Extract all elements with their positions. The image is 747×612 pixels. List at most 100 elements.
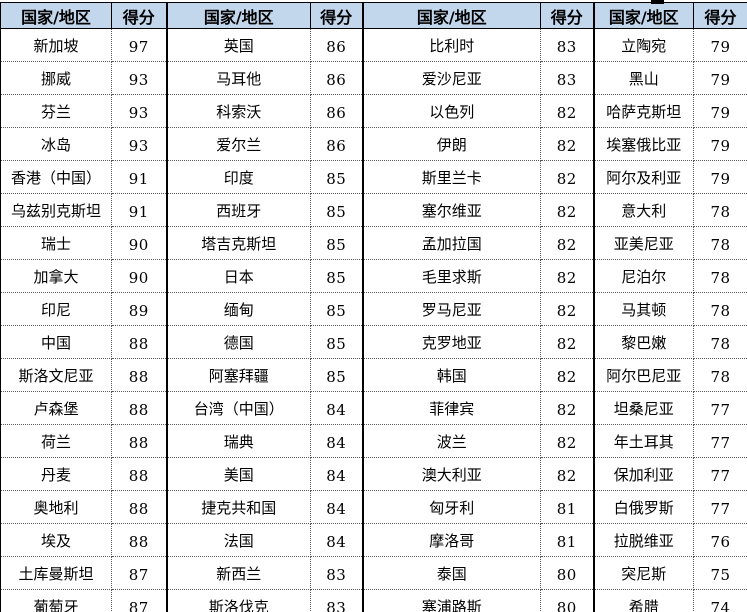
score-cell: 76 bbox=[693, 523, 747, 557]
header-score-label-3: 得分 bbox=[540, 2, 595, 29]
score-cell: 97 bbox=[111, 28, 168, 62]
score-cell: 79 bbox=[693, 28, 747, 62]
header-row: 国家/地区 得分 国家/地区 得分 国家/地区 得分 国家/地区 得分 bbox=[0, 2, 747, 29]
score-cell: 83 bbox=[540, 28, 595, 62]
table-row: 瑞士 90 塔吉克斯坦 85 孟加拉国 82 亚美尼亚 78 bbox=[0, 226, 747, 260]
country-cell: 斯里兰卡 bbox=[362, 160, 541, 194]
country-cell: 科索沃 bbox=[166, 94, 311, 128]
country-cell: 台湾（中国） bbox=[166, 391, 311, 425]
country-cell: 塔吉克斯坦 bbox=[166, 226, 311, 260]
score-cell: 78 bbox=[693, 292, 747, 326]
score-cell: 82 bbox=[540, 325, 595, 359]
country-cell: 西班牙 bbox=[166, 193, 311, 227]
score-cell: 90 bbox=[111, 226, 168, 260]
country-cell: 黑山 bbox=[593, 61, 694, 95]
score-cell: 93 bbox=[111, 127, 168, 161]
country-cell: 新加坡 bbox=[0, 28, 112, 62]
score-cell: 78 bbox=[693, 259, 747, 293]
score-cell: 88 bbox=[111, 358, 168, 392]
country-cell: 埃塞俄比亚 bbox=[593, 127, 694, 161]
table-row: 印尼 89 缅甸 85 罗马尼亚 82 马其顿 78 bbox=[0, 292, 747, 326]
country-cell: 中国 bbox=[0, 325, 112, 359]
table-row: 奥地利 88 捷克共和国 84 匈牙利 81 白俄罗斯 77 bbox=[0, 490, 747, 524]
country-cell: 香港（中国） bbox=[0, 160, 112, 194]
score-cell: 82 bbox=[540, 160, 595, 194]
country-cell: 捷克共和国 bbox=[166, 490, 311, 524]
table-row: 土库曼斯坦 87 新西兰 83 泰国 80 突尼斯 75 bbox=[0, 556, 747, 590]
country-cell: 法国 bbox=[166, 523, 311, 557]
country-cell: 坦桑尼亚 bbox=[593, 391, 694, 425]
header-score-label-4: 得分 bbox=[693, 2, 747, 29]
country-cell: 阿尔巴尼亚 bbox=[593, 358, 694, 392]
table-row: 丹麦 88 美国 84 澳大利亚 82 保加利亚 77 bbox=[0, 457, 747, 491]
score-cell: 91 bbox=[111, 193, 168, 227]
table-header: 国家/地区 得分 国家/地区 得分 国家/地区 得分 国家/地区 得分 bbox=[0, 2, 747, 29]
country-cell: 克罗地亚 bbox=[362, 325, 541, 359]
country-cell: 伊朗 bbox=[362, 127, 541, 161]
country-cell: 爱尔兰 bbox=[166, 127, 311, 161]
header-country-label-3: 国家/地区 bbox=[362, 2, 541, 29]
score-cell: 77 bbox=[693, 490, 747, 524]
country-cell: 泰国 bbox=[362, 556, 541, 590]
country-cell: 马其顿 bbox=[593, 292, 694, 326]
header-country-label-2: 国家/地区 bbox=[166, 2, 311, 29]
score-cell: 75 bbox=[693, 556, 747, 590]
country-cell: 保加利亚 bbox=[593, 457, 694, 491]
country-cell: 阿尔及利亚 bbox=[593, 160, 694, 194]
score-cell: 79 bbox=[693, 61, 747, 95]
score-cell: 82 bbox=[540, 226, 595, 260]
country-cell: 摩洛哥 bbox=[362, 523, 541, 557]
score-cell: 83 bbox=[540, 61, 595, 95]
country-cell: 爱沙尼亚 bbox=[362, 61, 541, 95]
cropped-artifact-mark bbox=[651, 0, 664, 4]
table-row: 冰岛 93 爱尔兰 86 伊朗 82 埃塞俄比亚 79 bbox=[0, 127, 747, 161]
table-row: 斯洛文尼亚 88 阿塞拜疆 85 韩国 82 阿尔巴尼亚 78 bbox=[0, 358, 747, 392]
country-cell: 斯洛伐克 bbox=[166, 589, 311, 612]
country-cell: 芬兰 bbox=[0, 94, 112, 128]
country-cell: 新西兰 bbox=[166, 556, 311, 590]
score-cell: 84 bbox=[310, 457, 364, 491]
score-cell: 91 bbox=[111, 160, 168, 194]
score-cell: 82 bbox=[540, 292, 595, 326]
table-row: 新加坡 97 英国 86 比利时 83 立陶宛 79 bbox=[0, 28, 747, 62]
country-cell: 印尼 bbox=[0, 292, 112, 326]
score-cell: 82 bbox=[540, 193, 595, 227]
score-cell: 79 bbox=[693, 94, 747, 128]
country-cell: 黎巴嫩 bbox=[593, 325, 694, 359]
country-cell: 丹麦 bbox=[0, 457, 112, 491]
country-cell: 塞浦路斯 bbox=[362, 589, 541, 612]
country-cell: 拉脱维亚 bbox=[593, 523, 694, 557]
score-cell: 85 bbox=[310, 193, 364, 227]
score-cell: 90 bbox=[111, 259, 168, 293]
score-cell: 78 bbox=[693, 325, 747, 359]
country-cell: 立陶宛 bbox=[593, 28, 694, 62]
country-cell: 匈牙利 bbox=[362, 490, 541, 524]
table-row: 中国 88 德国 85 克罗地亚 82 黎巴嫩 78 bbox=[0, 325, 747, 359]
header-country-label-1: 国家/地区 bbox=[0, 2, 112, 29]
country-cell: 澳大利亚 bbox=[362, 457, 541, 491]
table-row: 葡萄牙 87 斯洛伐克 83 塞浦路斯 80 希腊 74 bbox=[0, 589, 747, 612]
country-cell: 菲律宾 bbox=[362, 391, 541, 425]
country-cell: 瑞典 bbox=[166, 424, 311, 458]
country-cell: 马耳他 bbox=[166, 61, 311, 95]
score-cell: 88 bbox=[111, 391, 168, 425]
score-cell: 78 bbox=[693, 193, 747, 227]
header-score-label-2: 得分 bbox=[310, 2, 364, 29]
score-cell: 74 bbox=[693, 589, 747, 612]
country-cell: 突尼斯 bbox=[593, 556, 694, 590]
score-cell: 82 bbox=[540, 259, 595, 293]
country-cell: 韩国 bbox=[362, 358, 541, 392]
table-body: 新加坡 97 英国 86 比利时 83 立陶宛 79 挪威 93 马耳他 86 爱沙尼亚 83 黑山 79 芬兰… bbox=[0, 28, 747, 612]
score-cell: 85 bbox=[310, 160, 364, 194]
country-cell: 印度 bbox=[166, 160, 311, 194]
country-cell: 荷兰 bbox=[0, 424, 112, 458]
table-row: 埃及 88 法国 84 摩洛哥 81 拉脱维亚 76 bbox=[0, 523, 747, 557]
score-cell: 78 bbox=[693, 358, 747, 392]
country-cell: 塞尔维亚 bbox=[362, 193, 541, 227]
score-cell: 89 bbox=[111, 292, 168, 326]
country-cell: 德国 bbox=[166, 325, 311, 359]
score-cell: 79 bbox=[693, 160, 747, 194]
table-row: 芬兰 93 科索沃 86 以色列 82 哈萨克斯坦 79 bbox=[0, 94, 747, 128]
country-cell: 比利时 bbox=[362, 28, 541, 62]
